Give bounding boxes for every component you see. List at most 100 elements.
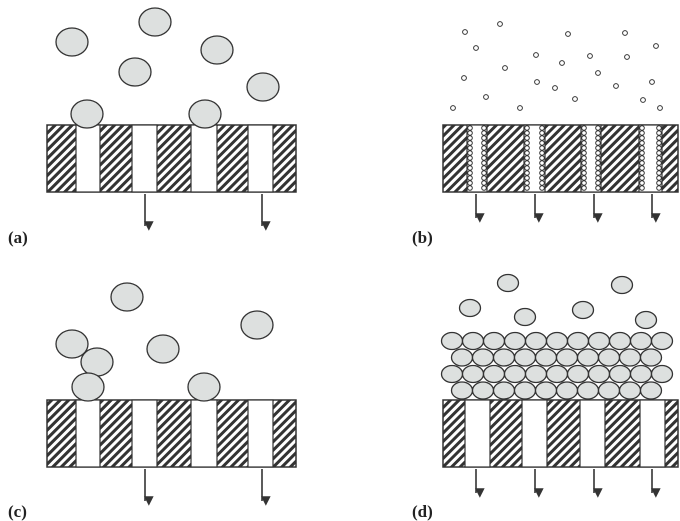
small-particle [482,171,487,176]
small-particle [482,136,487,141]
small-particle [596,156,601,161]
particle [641,349,662,366]
small-particle [625,55,630,60]
drawing [47,8,678,501]
small-particle [640,126,645,131]
particle [589,333,610,350]
small-particle [468,151,473,156]
particle [442,366,463,383]
small-particle [482,146,487,151]
small-particle [596,166,601,171]
small-particle [566,32,571,37]
small-particle [482,176,487,181]
small-particle [657,156,662,161]
particle [463,333,484,350]
particle [547,366,568,383]
small-particle [482,181,487,186]
small-particle [525,126,530,131]
small-particle [482,151,487,156]
small-particle [540,146,545,151]
small-particle [596,146,601,151]
pore [248,125,273,192]
small-particle [582,181,587,186]
small-particle [468,181,473,186]
particle [589,366,610,383]
small-particle [596,126,601,131]
small-particle [540,131,545,136]
small-particle [525,166,530,171]
particle [241,311,273,339]
small-particle [657,131,662,136]
small-particle [657,186,662,191]
small-particle [657,126,662,131]
particle [610,333,631,350]
small-particle [596,181,601,186]
small-particle [640,136,645,141]
particle [463,366,484,383]
particle [652,333,673,350]
small-particle [640,176,645,181]
small-particle [451,106,456,111]
small-particle [463,30,468,35]
particle [111,283,143,311]
small-particle [657,151,662,156]
particle [573,302,594,319]
small-particle [582,156,587,161]
particle [557,382,578,399]
particle [568,366,589,383]
small-particle [582,146,587,151]
particle [494,349,515,366]
small-particle [657,136,662,141]
small-particle [468,146,473,151]
particle [578,349,599,366]
small-particle [503,66,508,71]
small-particle [582,186,587,191]
pore [76,125,100,192]
particle [498,275,519,292]
small-particle [474,46,479,51]
particle [505,333,526,350]
small-particle [468,176,473,181]
small-particle [498,22,503,27]
small-particle [582,166,587,171]
small-particle [582,131,587,136]
particle [119,58,151,86]
small-particle [484,95,489,100]
small-particle [525,151,530,156]
particle [515,382,536,399]
small-particle [596,176,601,181]
pore [76,400,100,467]
particle [612,277,633,294]
particle [526,333,547,350]
particle [139,8,171,36]
small-particle [596,131,601,136]
small-particle [596,71,601,76]
small-particle [482,161,487,166]
small-particle [582,176,587,181]
small-particle [534,53,539,58]
small-particle [462,76,467,81]
small-particle [640,171,645,176]
pore [191,125,217,192]
small-particle [573,97,578,102]
small-particle [468,171,473,176]
small-particle [560,61,565,66]
particle [568,333,589,350]
pore [248,400,273,467]
particle [636,312,657,329]
small-particle [640,151,645,156]
small-particle [525,156,530,161]
particle [536,349,557,366]
particle [188,373,220,401]
small-particle [657,161,662,166]
small-particle [525,161,530,166]
small-particle [540,166,545,171]
small-particle [588,54,593,59]
particle [631,333,652,350]
small-particle [596,171,601,176]
diagram: (a) (b) (c) (d) [0,0,680,521]
particle [526,366,547,383]
small-particle [468,186,473,191]
small-particle [468,166,473,171]
small-particle [596,141,601,146]
